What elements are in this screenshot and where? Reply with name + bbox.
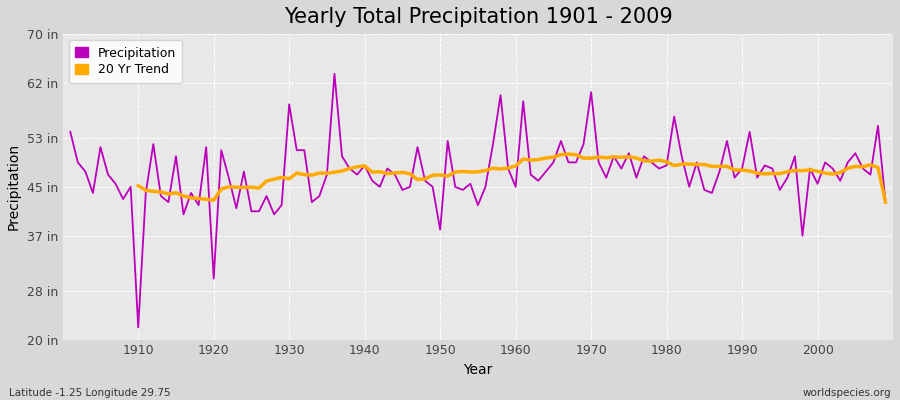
20 Yr Trend (880, 200, 891, 204)
Text: Latitude -1.25 Longitude 29.75: Latitude -1.25 Longitude 29.75 (9, 388, 171, 398)
Title: Yearly Total Precipitation 1901 - 2009: Yearly Total Precipitation 1901 - 2009 (284, 7, 672, 27)
Text: worldspecies.org: worldspecies.org (803, 388, 891, 398)
20 Yr Trend (306, 173, 317, 178)
Line: Precipitation: Precipitation (70, 74, 886, 328)
Precipitation (299, 148, 310, 152)
20 Yr Trend (586, 156, 597, 160)
Y-axis label: Precipitation: Precipitation (7, 143, 21, 230)
Precipitation (125, 184, 136, 189)
20 Yr Trend (133, 183, 144, 188)
20 Yr Trend (276, 175, 287, 180)
Legend: Precipitation, 20 Yr Trend: Precipitation, 20 Yr Trend (69, 40, 182, 82)
20 Yr Trend (827, 172, 838, 176)
Precipitation (352, 172, 363, 177)
Line: 20 Yr Trend: 20 Yr Trend (139, 154, 886, 202)
Precipitation (880, 200, 891, 204)
20 Yr Trend (518, 157, 528, 162)
Precipitation (616, 166, 626, 171)
Precipitation (329, 71, 340, 76)
20 Yr Trend (563, 152, 574, 156)
Precipitation (133, 325, 144, 330)
Precipitation (65, 130, 76, 134)
Precipitation (518, 99, 528, 104)
Precipitation (526, 172, 536, 177)
20 Yr Trend (850, 164, 860, 169)
X-axis label: Year: Year (464, 363, 492, 377)
